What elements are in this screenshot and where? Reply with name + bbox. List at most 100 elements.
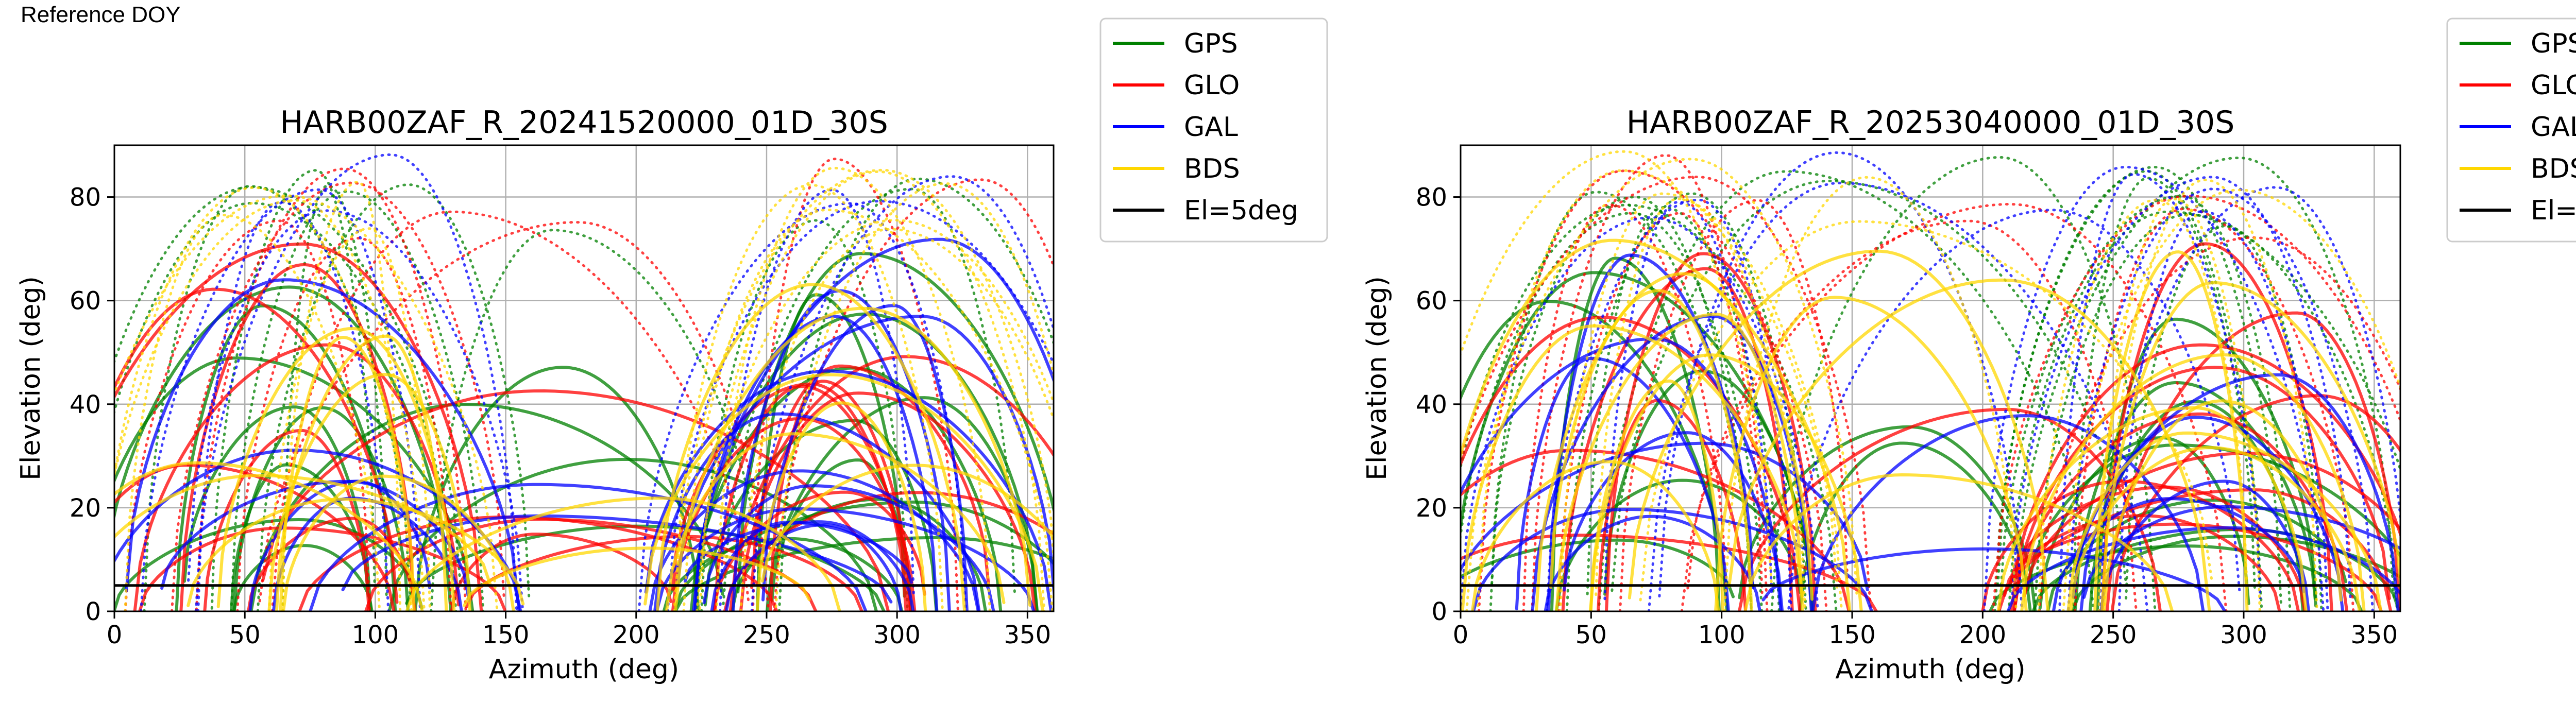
track-gps xyxy=(175,304,397,611)
track-gal xyxy=(194,153,518,611)
x-tick-label: 250 xyxy=(2090,621,2137,649)
track-glo xyxy=(751,158,959,611)
track-gal xyxy=(666,200,1054,611)
x-tick-label: 50 xyxy=(229,621,261,649)
track-bds xyxy=(1628,249,2049,611)
track-glo xyxy=(114,242,483,611)
legend: GPS GLO GAL BDS El=5deg xyxy=(2446,18,2576,243)
track-bds xyxy=(2062,188,2400,611)
track-gps xyxy=(2125,225,2323,611)
track-glo xyxy=(2110,394,2400,611)
x-tick-label: 300 xyxy=(2220,621,2267,649)
track-gps xyxy=(232,544,374,611)
track-glo xyxy=(1992,194,2400,611)
track-gal xyxy=(644,369,1053,611)
track-gps xyxy=(1554,478,1802,611)
track-bds xyxy=(1714,296,2028,611)
track-bds xyxy=(696,218,1054,611)
track-gps xyxy=(777,177,1054,611)
track-gal xyxy=(725,523,903,611)
track-glo xyxy=(203,428,371,611)
track-glo xyxy=(1478,169,1828,611)
x-tick-label: 150 xyxy=(1828,621,1876,649)
track-gal xyxy=(1761,547,2227,611)
track-gal xyxy=(2058,173,2262,611)
track-bds xyxy=(682,208,1054,611)
legend-label: El=5deg xyxy=(2531,195,2576,226)
track-gps xyxy=(2007,210,2400,611)
track-bds xyxy=(405,496,841,611)
track-gal xyxy=(140,188,422,611)
y-tick-label: 60 xyxy=(1416,287,1447,316)
track-gps xyxy=(1611,179,2127,592)
legend-box xyxy=(1099,18,1328,243)
track-bds xyxy=(1465,158,1859,611)
track-glo xyxy=(171,181,505,611)
x-tick-label: 200 xyxy=(1959,621,2007,649)
track-gps xyxy=(1461,538,1735,598)
y-tick-label: 0 xyxy=(1431,597,1447,626)
track-bds xyxy=(643,373,1044,611)
x-tick-label: 0 xyxy=(107,621,123,649)
y-axis-label: Elevation (deg) xyxy=(15,276,46,481)
track-gps xyxy=(736,252,1054,594)
track-gps xyxy=(1565,192,1807,611)
track-bds xyxy=(739,228,1054,611)
legend-label: BDS xyxy=(1184,153,1240,184)
track-gal xyxy=(187,209,524,611)
track-gps xyxy=(765,396,1039,611)
track-glo xyxy=(2010,343,2400,611)
track-bds xyxy=(1639,220,2214,602)
plot-frame xyxy=(1460,144,2401,612)
track-glo xyxy=(364,518,818,611)
track-bds xyxy=(2100,281,2400,611)
track-gps xyxy=(2071,535,2400,611)
track-glo xyxy=(179,263,415,611)
track-gal xyxy=(2067,187,2374,611)
legend-label: GAL xyxy=(1184,112,1238,143)
track-glo xyxy=(1522,203,1728,611)
track-gal xyxy=(1544,515,1761,611)
y-tick-label: 20 xyxy=(70,494,101,523)
track-bds xyxy=(2037,198,2248,611)
track-gal xyxy=(750,175,1054,611)
track-bds xyxy=(672,168,1054,611)
track-bds xyxy=(279,335,416,611)
track-glo xyxy=(258,220,770,611)
track-bds xyxy=(268,227,432,611)
track-bds xyxy=(216,327,456,611)
track-gps xyxy=(2033,213,2399,611)
track-bds xyxy=(755,401,927,611)
track-glo xyxy=(236,236,452,611)
legend-label: GPS xyxy=(2531,28,2576,59)
satellite-tracks xyxy=(114,153,1054,611)
chart-title: HARB00ZAF_R_20253040000_01D_30S xyxy=(1626,105,2235,141)
x-tick-label: 200 xyxy=(613,621,660,649)
track-bds xyxy=(1727,278,2211,611)
chart-title: HARB00ZAF_R_20241520000_01D_30S xyxy=(280,105,888,141)
track-bds xyxy=(1535,272,1814,611)
track-gal xyxy=(1515,356,1730,611)
track-bds xyxy=(267,373,472,611)
track-bds xyxy=(114,199,426,611)
y-tick-label: 40 xyxy=(70,390,101,419)
track-bds xyxy=(1589,379,1725,611)
track-glo xyxy=(1461,175,1872,608)
track-gal xyxy=(1547,253,1755,611)
track-bds xyxy=(655,283,967,611)
track-gps xyxy=(413,366,700,611)
track-bds xyxy=(281,180,402,611)
track-glo xyxy=(2073,208,2355,611)
track-gal xyxy=(2011,176,2352,604)
track-glo xyxy=(270,210,750,611)
y-tick-label: 0 xyxy=(85,597,101,626)
track-bds xyxy=(114,194,499,611)
track-gps xyxy=(700,219,909,611)
x-tick-label: 250 xyxy=(743,621,790,649)
y-axis-label: Elevation (deg) xyxy=(1362,276,1393,481)
x-tick-label: 0 xyxy=(1453,621,1469,649)
plot-frame xyxy=(113,144,1055,612)
track-gps xyxy=(143,184,411,611)
track-gal xyxy=(125,278,521,611)
